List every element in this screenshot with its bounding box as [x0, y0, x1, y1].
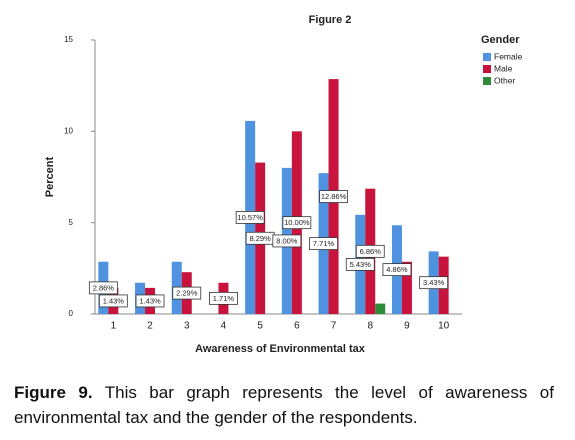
value-label-box	[209, 291, 238, 305]
x-tick-label: 2	[147, 321, 153, 332]
chart-title: Figure 2	[309, 14, 352, 26]
value-label: 6.86%	[360, 247, 382, 256]
x-tick-label: 9	[404, 321, 410, 332]
value-label-box	[98, 294, 128, 308]
legend-label: Female	[494, 51, 523, 61]
legend-title: Gender	[481, 34, 520, 46]
value-label: 1.43%	[103, 296, 125, 305]
x-tick-label: 8	[367, 321, 373, 332]
value-label: 5.43%	[350, 260, 372, 269]
bar	[375, 303, 386, 314]
value-label-box	[88, 281, 118, 295]
value-label: 10.00%	[284, 218, 310, 227]
legend-swatch	[483, 65, 491, 73]
value-label-box	[382, 263, 412, 277]
value-label-box	[355, 244, 385, 258]
legend-label: Other	[494, 75, 515, 85]
x-tick-label: 7	[331, 321, 337, 332]
x-tick-label: 3	[184, 321, 190, 332]
value-label-box	[282, 216, 312, 230]
legend-swatch	[483, 77, 491, 85]
value-label: 7.71%	[313, 239, 335, 248]
value-label: 12.86%	[321, 192, 347, 201]
x-tick-label: 1	[111, 321, 117, 332]
x-tick-label: 5	[257, 321, 263, 332]
value-label: 2.29%	[176, 289, 198, 298]
value-label: 1.43%	[139, 296, 161, 305]
legend-label: Male	[494, 63, 513, 73]
value-label-box	[272, 234, 302, 248]
value-label-box	[319, 190, 348, 203]
caption-text: This bar graph represents the level of a…	[14, 383, 554, 427]
value-label-box	[419, 276, 449, 290]
bar	[401, 261, 412, 314]
value-label-box	[172, 286, 202, 300]
legend-swatch	[483, 53, 491, 61]
value-label: 1.71%	[213, 294, 235, 303]
x-tick-label: 6	[294, 321, 300, 332]
value-label: 2.86%	[93, 283, 115, 292]
x-tick-label: 4	[221, 321, 227, 332]
value-label-box	[235, 211, 265, 224]
y-tick-label: 5	[69, 218, 74, 227]
value-label-box	[345, 258, 375, 271]
value-label: 10.57%	[237, 213, 263, 222]
chart: Figure 2 Awareness of Environmental tax …	[44, 14, 523, 355]
value-label: 8.00%	[276, 236, 298, 245]
y-tick-label: 0	[69, 309, 74, 318]
value-label-box	[309, 237, 338, 250]
y-tick-label: 15	[64, 35, 73, 44]
caption: Figure 9. This bar graph represents the …	[14, 380, 554, 430]
x-axis-label: Awareness of Environmental tax	[195, 343, 366, 355]
value-label-box	[135, 294, 165, 308]
y-axis-label: Percent	[44, 156, 56, 197]
caption-label: Figure 9.	[14, 383, 93, 402]
y-tick-label: 10	[64, 126, 73, 135]
value-label: 3.43%	[423, 278, 445, 287]
x-tick-label: 10	[438, 321, 450, 332]
value-label: 4.86%	[386, 265, 408, 274]
value-label: 8.29%	[250, 234, 272, 243]
